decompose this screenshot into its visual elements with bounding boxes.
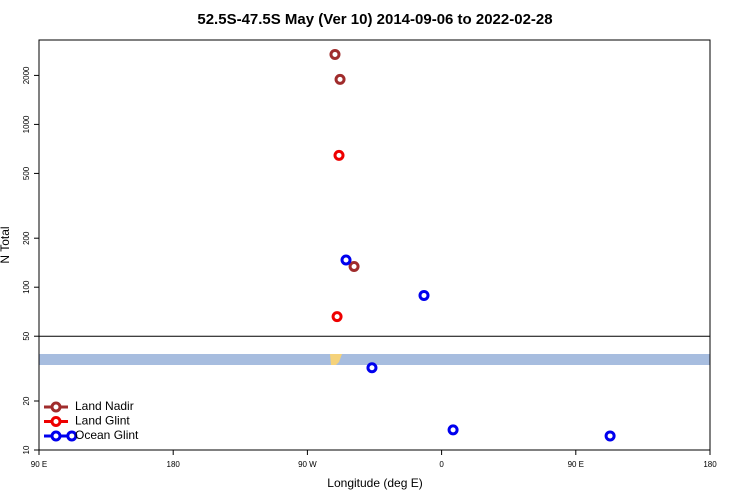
plot-frame — [38, 39, 711, 451]
point — [366, 362, 378, 374]
map-band — [39, 354, 710, 365]
point — [331, 311, 343, 323]
x-tick-label: 90 E — [568, 460, 584, 469]
point — [334, 73, 346, 85]
y-axis-label: N Total — [0, 226, 12, 263]
chart-title: 52.5S-47.5S May (Ver 10) 2014-09-06 to 2… — [197, 11, 552, 28]
y-tick-label: 100 — [22, 280, 31, 294]
point — [604, 430, 616, 442]
point — [447, 424, 459, 436]
legend-marker — [50, 416, 62, 427]
point — [340, 254, 352, 266]
legend-label: Land Glint — [75, 414, 130, 428]
x-axis-label: Longitude (deg E) — [327, 476, 422, 490]
x-tick-label: 90 W — [298, 460, 317, 469]
y-tick-label: 10 — [22, 445, 31, 454]
y-tick-label: 1000 — [22, 115, 31, 133]
x-tick-label: 180 — [703, 460, 717, 469]
y-tick-label: 20 — [22, 396, 31, 405]
legend-label: Ocean Glint — [75, 428, 139, 442]
legend-label: Land Nadir — [75, 399, 134, 413]
x-tick-label: 180 — [167, 460, 181, 469]
y-tick-label: 50 — [22, 331, 31, 340]
y-tick-label: 200 — [22, 231, 31, 245]
legend-marker — [50, 430, 62, 442]
legend-marker — [50, 401, 62, 413]
land-patch — [330, 354, 342, 365]
point — [348, 261, 360, 273]
point — [333, 149, 345, 161]
point — [418, 289, 430, 301]
x-tick-label: 0 — [439, 460, 444, 469]
x-tick-label: 90 E — [31, 460, 47, 469]
y-tick-label: 500 — [22, 166, 31, 180]
y-tick-label: 2000 — [22, 66, 31, 84]
point — [329, 48, 341, 60]
